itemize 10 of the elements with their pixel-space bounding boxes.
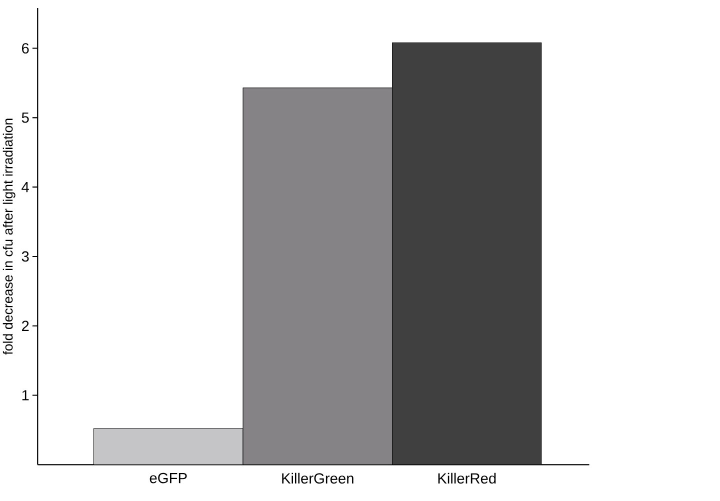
y-tick-label: 6 (22, 43, 29, 54)
y-tick-label: 2 (22, 320, 29, 331)
y-tick-label: 3 (22, 251, 29, 262)
y-tick-label: 1 (22, 390, 29, 400)
y-axis-title: fold decrease in cfu after light irradiation (2, 118, 16, 355)
x-tick-label: KillerRed (438, 472, 496, 484)
x-tick-label: KillerGreen (282, 472, 354, 484)
x-tick-label: eGFP (150, 472, 187, 484)
y-tick-label: 4 (22, 182, 29, 192)
y-tick-label: 5 (22, 112, 29, 123)
